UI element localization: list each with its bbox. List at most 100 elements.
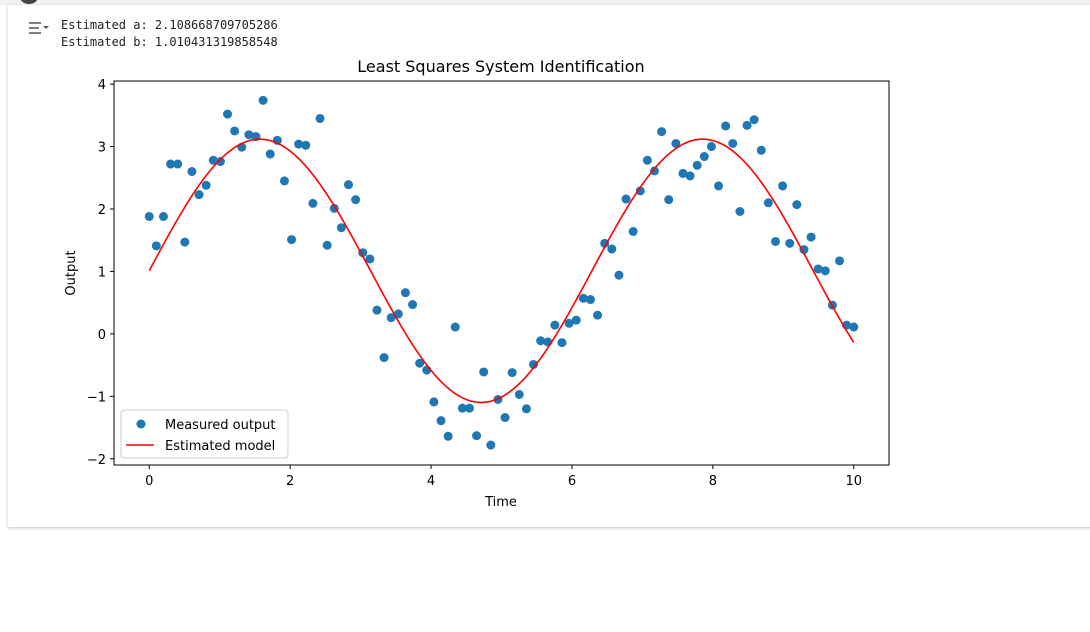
- measured-point: [564, 318, 574, 328]
- measured-point: [835, 256, 845, 266]
- measured-point: [728, 138, 738, 148]
- measured-point: [151, 241, 161, 251]
- output-cell: Estimated a: 2.108668709705286 Estimated …: [8, 5, 1090, 527]
- run-cell-button[interactable]: [20, 0, 38, 4]
- measured-point: [415, 358, 425, 368]
- measured-point: [820, 266, 830, 276]
- measured-point: [315, 113, 325, 123]
- measured-point: [265, 149, 275, 159]
- measured-point: [258, 95, 268, 105]
- measured-point: [692, 160, 702, 170]
- measured-point: [500, 413, 510, 423]
- measured-point: [450, 322, 460, 332]
- measured-point: [799, 245, 809, 255]
- measured-point: [464, 403, 474, 413]
- x-tick-label: 0: [145, 474, 153, 489]
- measured-point: [550, 320, 560, 330]
- estimated-model-line: [148, 138, 855, 404]
- measured-point: [379, 353, 389, 363]
- estimated-a: Estimated a: 2.108668709705286: [61, 18, 278, 32]
- measured-point: [571, 315, 581, 325]
- measured-point: [457, 403, 467, 413]
- measured-point: [386, 313, 396, 323]
- measured-point: [778, 181, 788, 191]
- measured-point: [287, 235, 297, 245]
- x-tick-label: 4: [427, 474, 435, 489]
- measured-point: [372, 305, 382, 315]
- measured-point: [507, 368, 517, 378]
- measured-point: [429, 397, 439, 407]
- measured-point: [308, 198, 318, 208]
- measured-point: [365, 254, 375, 264]
- x-axis-label: Time: [484, 495, 517, 510]
- legend-label-measured: Measured output: [165, 418, 276, 433]
- measured-point: [244, 130, 254, 140]
- measured-point: [479, 367, 489, 377]
- measured-point: [706, 142, 716, 152]
- chart-title: Least Squares System Identification: [357, 57, 644, 76]
- measured-point: [557, 338, 567, 348]
- measured-point: [678, 168, 688, 178]
- y-tick-label: −2: [87, 453, 106, 468]
- measured-point: [187, 167, 197, 177]
- measured-point: [215, 157, 225, 167]
- measured-point: [621, 194, 631, 204]
- x-tick-label: 8: [709, 474, 717, 489]
- measured-point: [849, 322, 859, 332]
- x-tick-label: 2: [286, 474, 294, 489]
- measured-point: [664, 195, 674, 205]
- y-axis-label: Output: [64, 250, 79, 295]
- measured-point: [657, 127, 667, 137]
- y-tick-label: 3: [98, 141, 106, 156]
- measured-point: [792, 200, 802, 210]
- measured-point: [763, 198, 773, 208]
- measured-point: [208, 155, 218, 165]
- measured-point: [749, 115, 759, 125]
- measured-point: [671, 138, 681, 148]
- legend-label-model: Estimated model: [165, 439, 275, 454]
- measured-point: [785, 238, 795, 248]
- measured-point: [642, 155, 652, 165]
- measured-point: [472, 431, 482, 441]
- measured-point: [486, 440, 496, 450]
- y-tick-label: 2: [98, 203, 106, 218]
- measured-point: [714, 181, 724, 191]
- measured-point: [144, 211, 154, 221]
- measured-point: [650, 166, 660, 176]
- measured-point: [685, 171, 695, 181]
- x-tick-label: 10: [845, 474, 862, 489]
- measured-point: [351, 195, 361, 205]
- measured-point: [699, 152, 709, 162]
- measured-point: [514, 389, 524, 399]
- measured-point: [301, 140, 311, 150]
- measured-point: [294, 139, 304, 149]
- estimated-b: Estimated b: 1.010431319858548: [61, 35, 278, 49]
- measured-point: [173, 159, 183, 169]
- measured-point: [436, 416, 446, 426]
- measured-point: [158, 211, 168, 221]
- y-tick-label: 0: [98, 328, 106, 343]
- measured-point: [607, 244, 617, 254]
- measured-point: [521, 404, 531, 414]
- measured-point: [279, 176, 289, 186]
- measured-point: [813, 264, 823, 274]
- measured-point: [735, 206, 745, 216]
- measured-point: [201, 180, 211, 190]
- measured-point: [721, 121, 731, 131]
- measured-point: [635, 186, 645, 196]
- measured-point: [536, 336, 546, 346]
- output-menu-icon[interactable]: [27, 18, 49, 38]
- measured-point: [336, 223, 346, 233]
- measured-point: [408, 300, 418, 310]
- y-tick-label: −1: [87, 390, 106, 405]
- measured-point: [322, 240, 332, 250]
- measured-point: [166, 159, 176, 169]
- measured-point: [614, 270, 624, 280]
- measured-point: [600, 238, 610, 248]
- measured-point: [742, 120, 752, 130]
- measured-point: [230, 126, 240, 136]
- plot-frame: [113, 80, 890, 466]
- measured-point: [529, 359, 539, 369]
- measured-point: [400, 288, 410, 298]
- legend: Measured output Estimated model: [120, 409, 289, 459]
